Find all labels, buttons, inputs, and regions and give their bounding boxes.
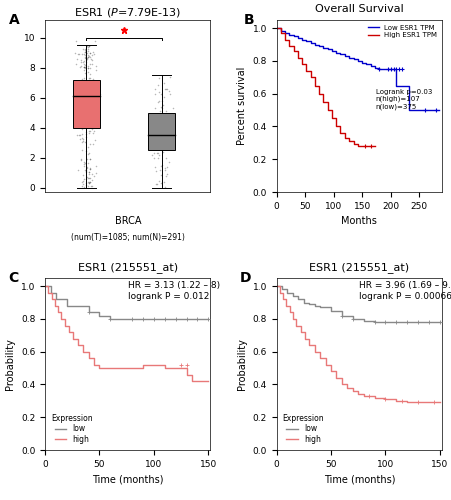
Point [83, 94, 90, 102]
Point [79, 101, 86, 109]
Point [163, 154, 170, 162]
Point [85, 112, 92, 120]
Point [92, 99, 99, 107]
Point [90, 116, 97, 124]
Point [159, 101, 166, 109]
Point [81, 118, 88, 126]
Point [156, 176, 163, 184]
Point [79, 146, 86, 154]
Point [160, 137, 167, 145]
Point [79, 96, 87, 104]
Point [84, 86, 91, 94]
Point [80, 175, 87, 183]
Point [91, 136, 98, 144]
Point [80, 101, 87, 109]
Point [84, 174, 92, 182]
Point [87, 94, 94, 102]
Point [84, 144, 91, 152]
Point [79, 88, 86, 96]
Bar [73, 80, 100, 128]
Point [83, 42, 90, 50]
Point [79, 94, 87, 102]
Point [83, 86, 90, 94]
Point [79, 83, 86, 91]
Point [156, 130, 163, 138]
Point [81, 162, 88, 170]
Point [88, 110, 95, 118]
Point [79, 89, 86, 97]
Point [87, 178, 94, 186]
Point [88, 125, 95, 133]
Point [154, 130, 161, 138]
Point [81, 48, 88, 56]
Point [156, 107, 164, 115]
Point [86, 180, 93, 188]
Point [81, 62, 88, 70]
Point [87, 174, 94, 182]
Point [75, 81, 83, 89]
Legend: Low ESR1 TPM, High ESR1 TPM: Low ESR1 TPM, High ESR1 TPM [367, 24, 438, 40]
Point [85, 64, 92, 72]
Point [153, 148, 161, 156]
Point [92, 162, 100, 170]
Point [87, 104, 94, 112]
Point [161, 93, 168, 101]
Point [84, 103, 92, 111]
Point [77, 155, 84, 163]
Point [83, 100, 91, 108]
Point [74, 55, 81, 63]
Point [81, 51, 88, 59]
Point [78, 124, 86, 132]
Point [82, 180, 89, 188]
Point [82, 106, 89, 114]
Point [92, 62, 99, 70]
Point [85, 149, 92, 157]
Point [76, 82, 83, 90]
Point [89, 106, 97, 114]
X-axis label: Time (months): Time (months) [323, 474, 395, 484]
Point [156, 166, 164, 174]
Point [89, 90, 96, 98]
Point [84, 164, 91, 172]
Point [157, 129, 165, 137]
Point [80, 97, 87, 105]
Text: HR = 3.96 (1.69 – 9.31)
logrank P = 0.00066: HR = 3.96 (1.69 – 9.31) logrank P = 0.00… [359, 282, 451, 301]
Point [88, 60, 96, 68]
Title: ESR1 (215551_at): ESR1 (215551_at) [78, 262, 178, 272]
Point [89, 122, 96, 130]
Point [79, 58, 87, 66]
Point [81, 54, 88, 62]
Point [86, 50, 93, 58]
Point [80, 95, 87, 103]
Point [83, 56, 90, 64]
Point [80, 78, 87, 86]
Point [156, 139, 163, 147]
Point [155, 136, 162, 144]
Point [83, 163, 91, 171]
Point [78, 118, 86, 126]
Point [155, 150, 162, 158]
Point [81, 120, 88, 128]
Point [80, 103, 87, 111]
Point [85, 74, 92, 82]
Legend: low, high: low, high [49, 412, 95, 446]
Point [75, 131, 83, 139]
Point [86, 70, 93, 78]
Point [88, 97, 96, 105]
Point [86, 174, 93, 182]
Point [156, 98, 163, 106]
Point [85, 106, 92, 114]
Point [87, 166, 94, 173]
Point [90, 95, 97, 103]
Point [78, 106, 85, 114]
Point [83, 99, 91, 107]
Point [83, 147, 90, 155]
Point [78, 130, 86, 138]
Point [83, 175, 90, 183]
Point [163, 146, 170, 154]
Point [152, 131, 159, 139]
Point [88, 170, 96, 178]
Point [89, 48, 97, 56]
Point [151, 90, 158, 98]
Point [154, 116, 161, 124]
